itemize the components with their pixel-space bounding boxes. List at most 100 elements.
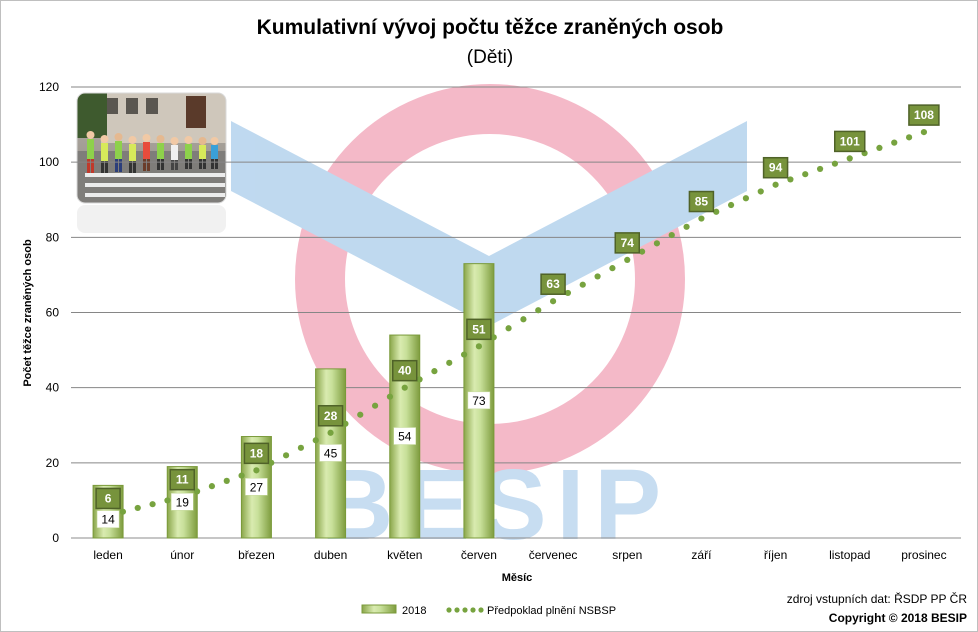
target-data-label: 85 xyxy=(695,195,709,209)
target-label-box xyxy=(688,190,715,213)
target-data-label: 94 xyxy=(769,161,783,175)
y-tick-label: 40 xyxy=(46,381,60,395)
target-line-dot xyxy=(505,325,512,332)
bar-data-labels: 14 19 27 45 54 73 xyxy=(96,391,491,528)
target-line-dot xyxy=(594,273,601,280)
target-line-dot xyxy=(312,437,319,444)
target-data-label: 28 xyxy=(324,409,338,423)
target-data-label: 40 xyxy=(398,364,412,378)
target-line-dot xyxy=(579,281,586,288)
target-label-box xyxy=(169,468,195,491)
target-line-dot xyxy=(446,359,453,366)
target-line-dot xyxy=(831,160,839,167)
target-label-box xyxy=(243,442,270,465)
bar-label-box xyxy=(96,510,120,528)
y-tick-label: 0 xyxy=(52,531,59,545)
target-label-box xyxy=(95,487,121,510)
target-line-dot xyxy=(208,483,216,490)
target-line-dot xyxy=(609,265,616,272)
target-line-dot xyxy=(742,195,750,202)
target-line-dot xyxy=(787,176,794,183)
x-tick-label: červenec xyxy=(529,548,578,562)
target-line-dot xyxy=(282,452,290,459)
target-line-dot xyxy=(327,429,334,436)
target-line-dot xyxy=(772,181,779,188)
bar-data-label: 19 xyxy=(176,495,190,509)
bar-data-label: 14 xyxy=(101,513,115,527)
target-line-dot xyxy=(297,444,305,451)
y-tick-label: 100 xyxy=(39,155,59,169)
gridlines xyxy=(71,86,961,539)
target-line-dot xyxy=(624,256,631,263)
target-label-box xyxy=(540,273,566,295)
bar-label-box xyxy=(245,478,268,496)
target-line-dot xyxy=(238,472,245,479)
chart-subtitle: (Děti) xyxy=(467,47,513,68)
target-line-dot xyxy=(223,477,230,484)
target-line-dot xyxy=(460,351,468,358)
target-line-dot xyxy=(193,488,201,495)
target-line-dot xyxy=(549,298,557,305)
bar-data-label: 73 xyxy=(472,394,486,408)
legend-dot xyxy=(454,607,460,613)
target-line-dot xyxy=(802,171,809,178)
target-line-dot xyxy=(816,165,824,173)
target-line-dot xyxy=(905,134,913,141)
target-line-dot xyxy=(757,188,764,195)
bar-label-box xyxy=(467,391,491,410)
target-line-dot xyxy=(371,402,379,409)
target-line-dot xyxy=(653,240,661,247)
target-data-label: 6 xyxy=(105,491,112,505)
target-line-dot xyxy=(268,459,275,466)
x-tick-label: říjen xyxy=(764,548,787,562)
target-line-dot xyxy=(431,368,438,375)
target-data-label: 63 xyxy=(546,277,560,291)
y-tick-label: 20 xyxy=(46,456,60,470)
legend: 2018 Předpoklad plnění NSBSP xyxy=(361,604,616,617)
legend-dot xyxy=(470,607,476,613)
target-line-dot xyxy=(386,393,394,400)
target-label-box xyxy=(834,130,866,153)
legend-dot xyxy=(478,607,484,613)
target-line-dot xyxy=(119,508,127,515)
x-tick-label: červen xyxy=(461,548,497,562)
target-data-label: 11 xyxy=(176,473,189,487)
x-tick-label: duben xyxy=(314,548,347,562)
target-label-box xyxy=(317,405,344,427)
legend-dot xyxy=(446,607,452,613)
target-label-box xyxy=(466,318,492,341)
target-line-dot xyxy=(149,501,156,508)
bar-label-box xyxy=(171,493,194,511)
x-tick-label: leden xyxy=(93,548,122,562)
target-line-dot xyxy=(475,343,483,350)
legend-swatch-bars xyxy=(361,604,397,614)
target-line-dot xyxy=(401,384,408,391)
bar-label-box xyxy=(319,444,342,462)
target-line-dot xyxy=(416,376,423,383)
y-tick-label: 80 xyxy=(46,230,60,244)
legend-label-bars: 2018 xyxy=(402,605,426,617)
children-crossing-photo xyxy=(76,92,227,233)
y-tick-label: 120 xyxy=(39,80,59,94)
target-line-dot xyxy=(683,223,690,230)
target-line-dot xyxy=(713,208,720,215)
target-line-dot xyxy=(638,248,646,255)
y-axis-title: Počet těžce zraněných osob xyxy=(22,239,34,387)
target-line-dot xyxy=(342,420,349,427)
target-data-label: 51 xyxy=(472,322,486,336)
x-tick-label: květen xyxy=(387,548,422,562)
target-data-label: 108 xyxy=(914,108,934,122)
x-tick-label: březen xyxy=(238,548,275,562)
target-line-dot xyxy=(564,289,572,297)
x-tick-label: prosinec xyxy=(901,548,946,562)
watermark-text: BESIP xyxy=(321,449,671,561)
bar-data-label: 45 xyxy=(324,446,338,460)
y-tick-label: 60 xyxy=(46,306,60,320)
copyright-note: Copyright © 2018 BESIP xyxy=(829,611,967,625)
target-line-dot xyxy=(134,504,141,512)
x-axis-title: Měsíc xyxy=(502,572,533,584)
bar-data-label: 27 xyxy=(250,480,264,494)
target-line-dot xyxy=(490,334,497,341)
